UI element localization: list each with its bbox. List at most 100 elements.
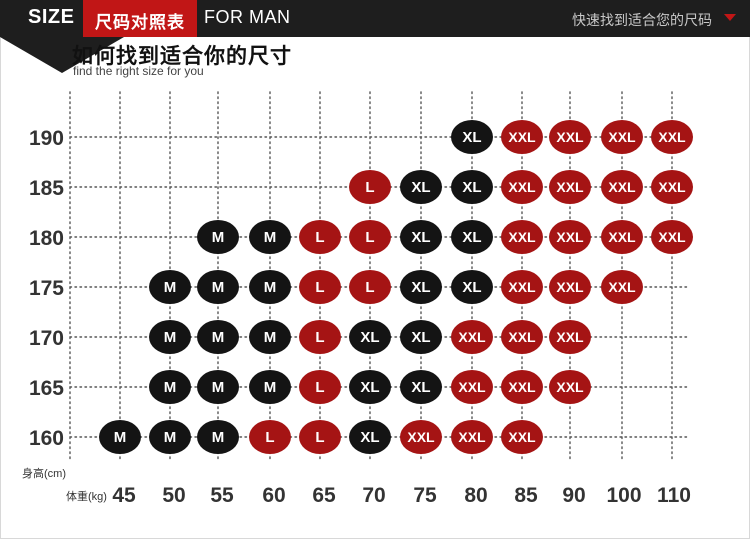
size-marker-circle xyxy=(299,220,341,254)
size-marker-label: XXL xyxy=(608,129,636,145)
size-marker-circle xyxy=(149,320,191,354)
size-marker-m: M xyxy=(149,270,191,304)
x-tick-label: 65 xyxy=(312,484,336,507)
size-marker-label: XXL xyxy=(508,179,536,195)
size-marker-xxl: XXL xyxy=(549,220,591,254)
size-markers: XL XXL XXL XXL XXL L XL XL XXL XXL XXL XXL M M L L XL XL X… xyxy=(99,120,693,454)
size-marker-label: XL xyxy=(360,379,379,396)
y-tick-label: 190 xyxy=(29,127,64,150)
size-marker-circle xyxy=(299,270,341,304)
size-marker-label: XXL xyxy=(508,329,536,345)
size-marker-circle xyxy=(99,420,141,454)
x-axis-title: 体重(kg) xyxy=(66,489,107,503)
size-marker-label: M xyxy=(164,429,177,446)
size-marker-label: XXL xyxy=(556,129,584,145)
x-tick-label: 45 xyxy=(112,484,136,507)
size-marker-label: L xyxy=(315,429,324,446)
size-marker-label: L xyxy=(315,279,324,296)
size-marker-xxl: XXL xyxy=(549,320,591,354)
x-tick-label: 85 xyxy=(514,484,538,507)
y-tick-label: 165 xyxy=(29,377,64,400)
size-marker-circle xyxy=(501,120,543,154)
size-marker-m: M xyxy=(249,220,291,254)
size-marker-label: L xyxy=(315,229,324,246)
y-tick-label: 170 xyxy=(29,327,64,350)
size-marker-circle xyxy=(349,170,391,204)
size-marker-xxl: XXL xyxy=(400,420,442,454)
size-marker-circle xyxy=(299,320,341,354)
size-marker-circle xyxy=(601,270,643,304)
size-marker-label: XL xyxy=(411,329,430,346)
audience-label: FOR MAN xyxy=(204,7,291,27)
size-marker-circle xyxy=(400,420,442,454)
size-marker-m: M xyxy=(197,420,239,454)
size-marker-label: M xyxy=(212,279,225,296)
size-marker-xxl: XXL xyxy=(549,170,591,204)
size-marker-label: L xyxy=(365,229,374,246)
size-marker-circle xyxy=(651,120,693,154)
y-tick-label: 180 xyxy=(29,227,64,250)
size-marker-circle xyxy=(549,170,591,204)
size-marker-xl: XL xyxy=(400,220,442,254)
x-tick-label: 60 xyxy=(262,484,285,507)
size-marker-label: XXL xyxy=(508,129,536,145)
size-marker-xxl: XXL xyxy=(451,420,493,454)
size-marker-circle xyxy=(651,170,693,204)
size-marker-l: L xyxy=(299,420,341,454)
x-axis-labels: 45 50 55 60 65 70 75 80 85 90 100 110 xyxy=(112,484,691,507)
y-axis-labels: 190 185 180 175 170 165 160 xyxy=(29,127,64,450)
size-marker-circle xyxy=(400,170,442,204)
size-marker-xl: XL xyxy=(400,270,442,304)
size-marker-circle xyxy=(349,220,391,254)
size-marker-label: XL xyxy=(462,279,481,296)
size-marker-label: M xyxy=(264,379,277,396)
size-marker-label: XXL xyxy=(508,429,536,445)
size-marker-xl: XL xyxy=(349,420,391,454)
size-marker-label: M xyxy=(114,429,127,446)
size-marker-l: L xyxy=(299,270,341,304)
size-marker-label: M xyxy=(264,279,277,296)
size-marker-circle xyxy=(549,320,591,354)
size-marker-m: M xyxy=(197,320,239,354)
size-marker-circle xyxy=(149,270,191,304)
size-marker-circle xyxy=(601,220,643,254)
size-marker-xxl: XXL xyxy=(601,220,643,254)
size-marker-label: M xyxy=(212,429,225,446)
size-marker-xxl: XXL xyxy=(501,370,543,404)
size-marker-label: XL xyxy=(411,279,430,296)
size-marker-circle xyxy=(451,370,493,404)
size-marker-xxl: XXL xyxy=(549,270,591,304)
size-marker-circle xyxy=(451,420,493,454)
x-tick-label: 70 xyxy=(362,484,385,507)
size-marker-xl: XL xyxy=(400,170,442,204)
x-tick-label: 75 xyxy=(413,484,437,507)
size-marker-circle xyxy=(400,320,442,354)
size-marker-m: M xyxy=(197,270,239,304)
size-marker-label: M xyxy=(264,329,277,346)
size-marker-xxl: XXL xyxy=(451,370,493,404)
size-marker-circle xyxy=(501,320,543,354)
size-marker-circle xyxy=(400,370,442,404)
chevron-down-icon xyxy=(724,14,736,21)
size-marker-label: M xyxy=(164,329,177,346)
x-tick-label: 100 xyxy=(606,484,641,507)
size-marker-label: XXL xyxy=(556,279,584,295)
size-marker-circle xyxy=(549,370,591,404)
size-marker-label: XXL xyxy=(458,329,486,345)
size-marker-m: M xyxy=(249,270,291,304)
size-marker-label: M xyxy=(164,379,177,396)
size-marker-label: XL xyxy=(462,229,481,246)
size-marker-circle xyxy=(501,170,543,204)
size-marker-circle xyxy=(249,270,291,304)
size-marker-circle xyxy=(197,220,239,254)
size-marker-label: XXL xyxy=(556,329,584,345)
size-marker-xxl: XXL xyxy=(601,120,643,154)
size-marker-label: L xyxy=(315,329,324,346)
size-marker-circle xyxy=(349,420,391,454)
size-marker-xxl: XXL xyxy=(451,320,493,354)
size-marker-circle xyxy=(651,220,693,254)
size-marker-l: L xyxy=(299,320,341,354)
size-marker-xxl: XXL xyxy=(501,270,543,304)
size-marker-label: XL xyxy=(411,229,430,246)
